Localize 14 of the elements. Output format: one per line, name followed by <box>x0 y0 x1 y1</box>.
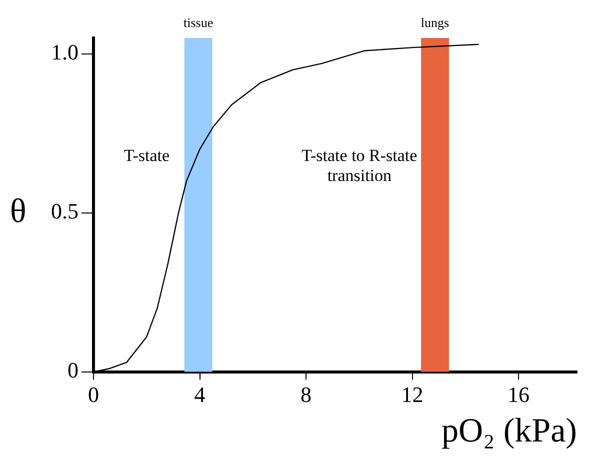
band-label: lungs <box>420 14 450 30</box>
x-tick-label: 0 <box>88 382 99 407</box>
annotation: T-state to R-state transition <box>302 146 418 186</box>
y-axis-title: θ <box>10 192 26 230</box>
x-axis-title: pO₂ (kPa) <box>441 412 577 450</box>
annotation: T-state <box>124 146 170 166</box>
x-tick-label: 4 <box>194 382 206 407</box>
band-label: tissue <box>183 14 214 30</box>
x-tick-label: 16 <box>508 382 530 407</box>
x-tick-label: 8 <box>300 382 312 407</box>
x-tick-label: 12 <box>401 382 424 407</box>
y-tick-label: 1.0 <box>51 40 78 65</box>
y-tick-label: 0.5 <box>51 198 78 224</box>
y-tick-label: 0 <box>68 358 78 383</box>
